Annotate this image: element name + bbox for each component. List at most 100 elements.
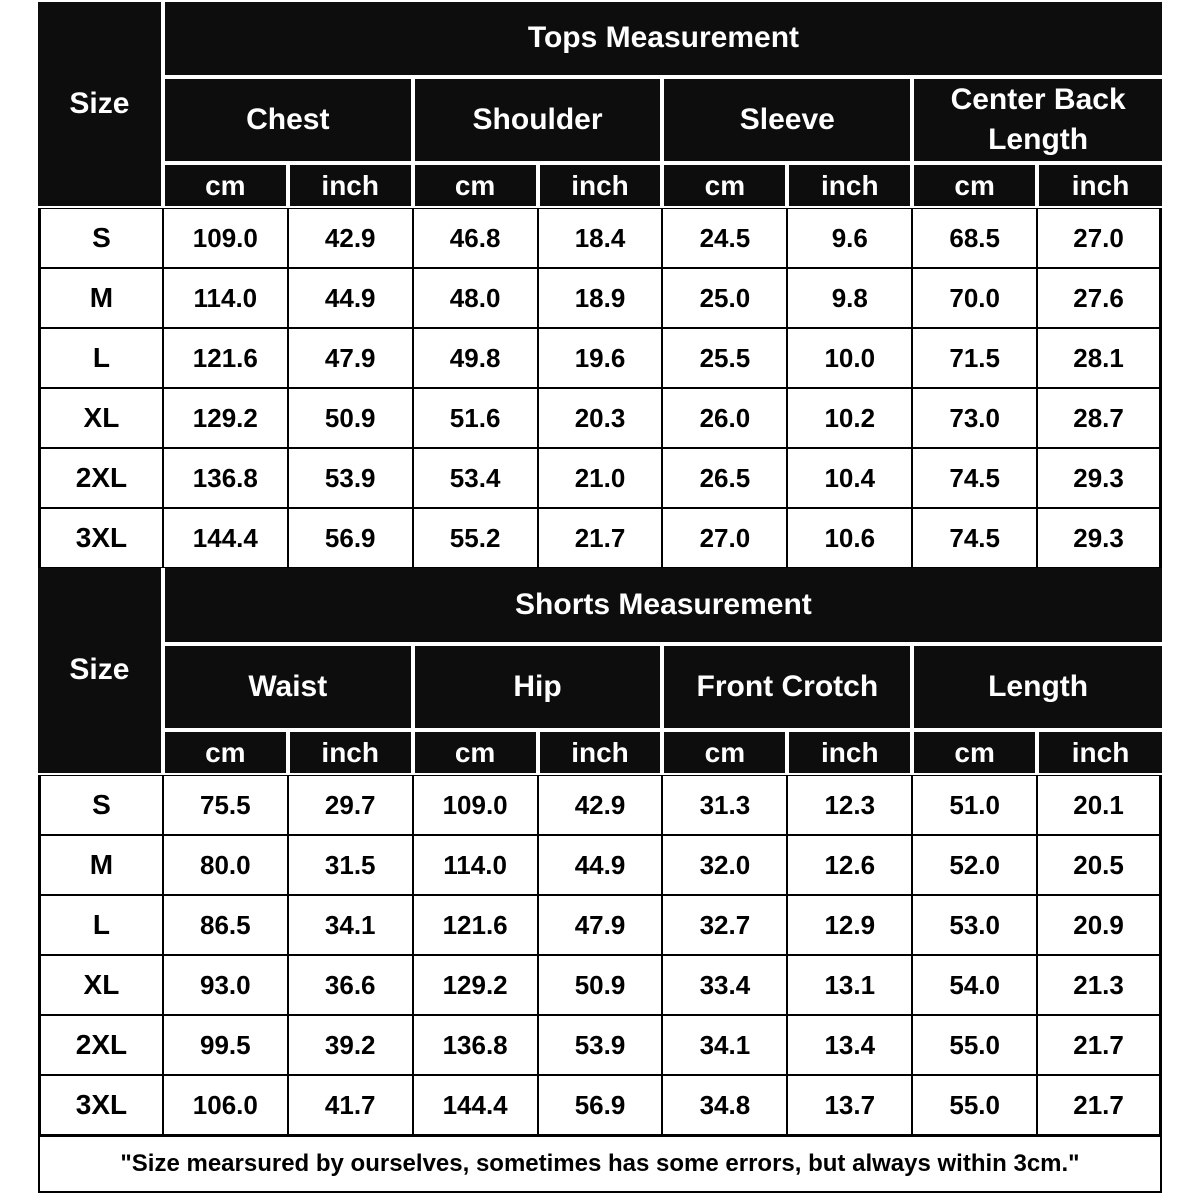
- measurement-cell: 56.9: [287, 508, 413, 568]
- measurement-cell: 53.9: [287, 448, 413, 508]
- measurement-cell: 10.4: [787, 448, 913, 508]
- size-chart-table: Size Tops Measurement Chest Shoulder Sle…: [38, 2, 1162, 1193]
- footer-note: "Size mearsured by ourselves, sometimes …: [38, 1135, 1162, 1193]
- shorts-unit-header: inch: [787, 730, 913, 775]
- shorts-row-size-label: 2XL: [38, 1015, 163, 1075]
- measurement-cell: 39.2: [287, 1015, 413, 1075]
- tops-row-size-label: 3XL: [38, 508, 163, 568]
- shorts-unit-header: inch: [537, 730, 663, 775]
- measurement-cell: 36.6: [287, 955, 413, 1015]
- shorts-row-size-label: XL: [38, 955, 163, 1015]
- shorts-group-header-waist: Waist: [162, 644, 413, 730]
- measurement-cell: 10.2: [787, 388, 913, 448]
- tops-group-header-sleeve: Sleeve: [662, 77, 913, 163]
- tops-row-size-label: XL: [38, 388, 163, 448]
- measurement-cell: 27.6: [1037, 268, 1162, 328]
- measurement-cell: 20.9: [1037, 895, 1162, 955]
- shorts-group-header-hip: Hip: [412, 644, 663, 730]
- tops-row-size-label: S: [38, 208, 163, 268]
- measurement-cell: 114.0: [412, 835, 538, 895]
- shorts-unit-header: cm: [662, 730, 788, 775]
- measurement-cell: 27.0: [1037, 208, 1162, 268]
- measurement-cell: 10.0: [787, 328, 913, 388]
- measurement-cell: 20.5: [1037, 835, 1162, 895]
- measurement-cell: 26.5: [662, 448, 788, 508]
- measurement-cell: 74.5: [912, 448, 1038, 508]
- tops-row-size-label: M: [38, 268, 163, 328]
- measurement-cell: 86.5: [162, 895, 288, 955]
- tops-group-header-shoulder: Shoulder: [412, 77, 663, 163]
- measurement-cell: 51.0: [912, 775, 1038, 835]
- measurement-cell: 25.5: [662, 328, 788, 388]
- measurement-cell: 21.7: [1037, 1015, 1162, 1075]
- measurement-cell: 32.7: [662, 895, 788, 955]
- measurement-cell: 9.6: [787, 208, 913, 268]
- measurement-cell: 51.6: [412, 388, 538, 448]
- measurement-cell: 29.3: [1037, 448, 1162, 508]
- tops-unit-header: inch: [1037, 163, 1162, 208]
- measurement-cell: 75.5: [162, 775, 288, 835]
- tops-row-size-label: 2XL: [38, 448, 163, 508]
- tops-unit-header: inch: [537, 163, 663, 208]
- measurement-cell: 31.5: [287, 835, 413, 895]
- shorts-row-size-label: 3XL: [38, 1075, 163, 1135]
- tops-group-header-center-back-length: Center Back Length: [912, 77, 1162, 163]
- measurement-cell: 52.0: [912, 835, 1038, 895]
- measurement-cell: 70.0: [912, 268, 1038, 328]
- tops-group-header-chest: Chest: [162, 77, 413, 163]
- measurement-cell: 34.8: [662, 1075, 788, 1135]
- measurement-cell: 25.0: [662, 268, 788, 328]
- measurement-cell: 129.2: [162, 388, 288, 448]
- measurement-cell: 53.4: [412, 448, 538, 508]
- measurement-cell: 21.0: [537, 448, 663, 508]
- measurement-cell: 20.3: [537, 388, 663, 448]
- measurement-cell: 144.4: [162, 508, 288, 568]
- shorts-row-size-label: L: [38, 895, 163, 955]
- shorts-row-size-label: S: [38, 775, 163, 835]
- tops-size-corner-header: Size: [38, 2, 163, 208]
- measurement-cell: 68.5: [912, 208, 1038, 268]
- measurement-cell: 28.7: [1037, 388, 1162, 448]
- measurement-cell: 41.7: [287, 1075, 413, 1135]
- measurement-cell: 99.5: [162, 1015, 288, 1075]
- measurement-cell: 20.1: [1037, 775, 1162, 835]
- measurement-cell: 53.9: [537, 1015, 663, 1075]
- measurement-cell: 44.9: [537, 835, 663, 895]
- measurement-cell: 29.7: [287, 775, 413, 835]
- measurement-cell: 12.9: [787, 895, 913, 955]
- tops-section-title: Tops Measurement: [162, 2, 1162, 77]
- measurement-cell: 9.8: [787, 268, 913, 328]
- measurement-cell: 44.9: [287, 268, 413, 328]
- measurement-cell: 55.2: [412, 508, 538, 568]
- shorts-unit-header: cm: [162, 730, 288, 775]
- measurement-cell: 19.6: [537, 328, 663, 388]
- tops-unit-header: cm: [912, 163, 1038, 208]
- measurement-cell: 42.9: [537, 775, 663, 835]
- measurement-cell: 121.6: [162, 328, 288, 388]
- measurement-cell: 114.0: [162, 268, 288, 328]
- measurement-cell: 80.0: [162, 835, 288, 895]
- measurement-cell: 109.0: [412, 775, 538, 835]
- measurement-cell: 34.1: [287, 895, 413, 955]
- measurement-cell: 26.0: [662, 388, 788, 448]
- tops-row-size-label: L: [38, 328, 163, 388]
- measurement-cell: 28.1: [1037, 328, 1162, 388]
- measurement-cell: 18.4: [537, 208, 663, 268]
- measurement-cell: 18.9: [537, 268, 663, 328]
- measurement-cell: 93.0: [162, 955, 288, 1015]
- measurement-cell: 12.6: [787, 835, 913, 895]
- measurement-cell: 24.5: [662, 208, 788, 268]
- measurement-cell: 32.0: [662, 835, 788, 895]
- measurement-cell: 74.5: [912, 508, 1038, 568]
- measurement-cell: 27.0: [662, 508, 788, 568]
- shorts-unit-header: cm: [412, 730, 538, 775]
- measurement-cell: 29.3: [1037, 508, 1162, 568]
- measurement-cell: 34.1: [662, 1015, 788, 1075]
- measurement-cell: 54.0: [912, 955, 1038, 1015]
- measurement-cell: 121.6: [412, 895, 538, 955]
- measurement-cell: 31.3: [662, 775, 788, 835]
- measurement-cell: 33.4: [662, 955, 788, 1015]
- shorts-unit-header: inch: [287, 730, 413, 775]
- shorts-group-header-length: Length: [912, 644, 1162, 730]
- shorts-row-size-label: M: [38, 835, 163, 895]
